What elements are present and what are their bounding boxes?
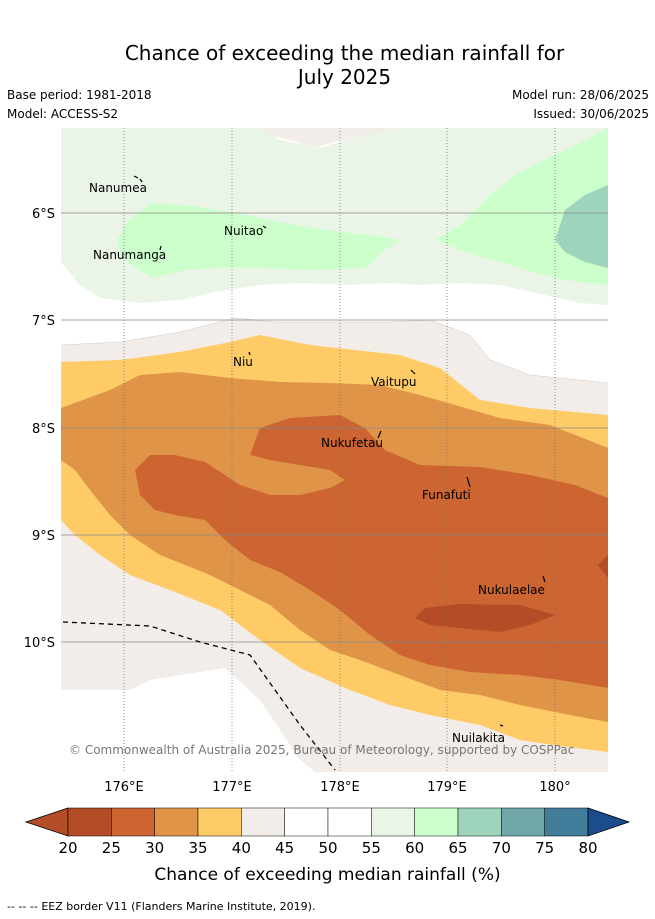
colorbar: 20 25 30 35 40 45 50 55 60 65 70 75 80 (24, 807, 631, 857)
model-name: Model: ACCESS-S2 (7, 107, 119, 121)
island-label-nuilakita: Nuilakita (452, 731, 505, 745)
lon-label-179e: 179°E (427, 780, 467, 795)
colorbar-segment (284, 807, 329, 837)
island-label-vaitupu: Vaitupu (371, 375, 417, 389)
colorbar-tick-label: 75 (535, 839, 554, 857)
lat-label-7s: 7°S (32, 314, 55, 329)
base-period: Base period: 1981-2018 (7, 88, 152, 102)
colorbar-segment (67, 807, 112, 837)
colorbar-tick-label: 40 (232, 839, 251, 857)
title-line-1: Chance of exceeding the median rainfall … (124, 41, 565, 65)
island-marks (133, 175, 546, 727)
map-title: Chance of exceeding the median rainfall … (0, 41, 655, 89)
colorbar-tick-label: 30 (145, 839, 164, 857)
colorbar-segment (414, 807, 459, 837)
lat-label-8s: 8°S (32, 422, 55, 437)
colorbar-segment (371, 807, 415, 837)
island-label-funafuti: Funafuti (422, 488, 471, 502)
colorbar-tick-label: 35 (188, 839, 207, 857)
colorbar-segment (154, 807, 199, 837)
colorbar-segment (241, 807, 285, 837)
model-run: Model run: 28/06/2025 (511, 88, 649, 102)
colorbar-segment (501, 807, 545, 837)
lon-label-178e: 178°E (320, 780, 360, 795)
lat-label-10s: 10°S (24, 636, 55, 651)
colorbar-tick-label: 25 (102, 839, 121, 857)
eez-legend-text: EEZ border V11 (Flanders Marine Institut… (41, 900, 316, 913)
island-label-nukulaelae: Nukulaelae (478, 583, 545, 597)
copyright-text: © Commonwealth of Australia 2025, Bureau… (69, 743, 574, 757)
colorbar-tick-label: 45 (275, 839, 294, 857)
lat-label-6s: 6°S (32, 207, 55, 222)
colorbar-tick-label: 80 (578, 839, 597, 857)
island-label-nanumea: Nanumea (89, 181, 147, 195)
title-line-2: July 2025 (297, 65, 392, 89)
island-label-niu: Niu (233, 355, 253, 369)
lon-label-180: 180° (539, 780, 570, 795)
colorbar-segment (544, 807, 589, 837)
lat-lines (61, 212, 608, 643)
grid-lines (123, 128, 556, 772)
island-label-nukufetau: Nukufetau (321, 436, 383, 450)
contour-fields (61, 128, 608, 772)
colorbar-tick-label: 60 (405, 839, 424, 857)
lon-label-176e: 176°E (104, 780, 144, 795)
eez-legend: -- -- -- EEZ border V11 (Flanders Marine… (7, 900, 315, 913)
island-label-nuitao: Nuitao (224, 224, 263, 238)
colorbar-tick-label: 70 (492, 839, 511, 857)
lat-label-9s: 9°S (32, 529, 55, 544)
colorbar-tick-label: 55 (362, 839, 381, 857)
colorbar-segment (111, 807, 155, 837)
colorbar-segment (197, 807, 242, 837)
issued-date: Issued: 30/06/2025 (533, 107, 649, 121)
lon-label-177e: 177°E (212, 780, 252, 795)
colorbar-tick-label: 50 (318, 839, 337, 857)
eez-line-icon: -- -- -- (7, 900, 38, 913)
colorbar-label: Chance of exceeding median rainfall (%) (154, 865, 501, 885)
colorbar-extend-low (24, 807, 69, 837)
colorbar-tick-label: 20 (58, 839, 77, 857)
island-label-nanumanga: Nanumanga (93, 248, 166, 262)
eez-border (62, 621, 336, 771)
colorbar-extend-high (587, 807, 631, 837)
colorbar-tick-label: 65 (448, 839, 467, 857)
colorbar-segment (457, 807, 502, 837)
colorbar-segment (327, 807, 372, 837)
